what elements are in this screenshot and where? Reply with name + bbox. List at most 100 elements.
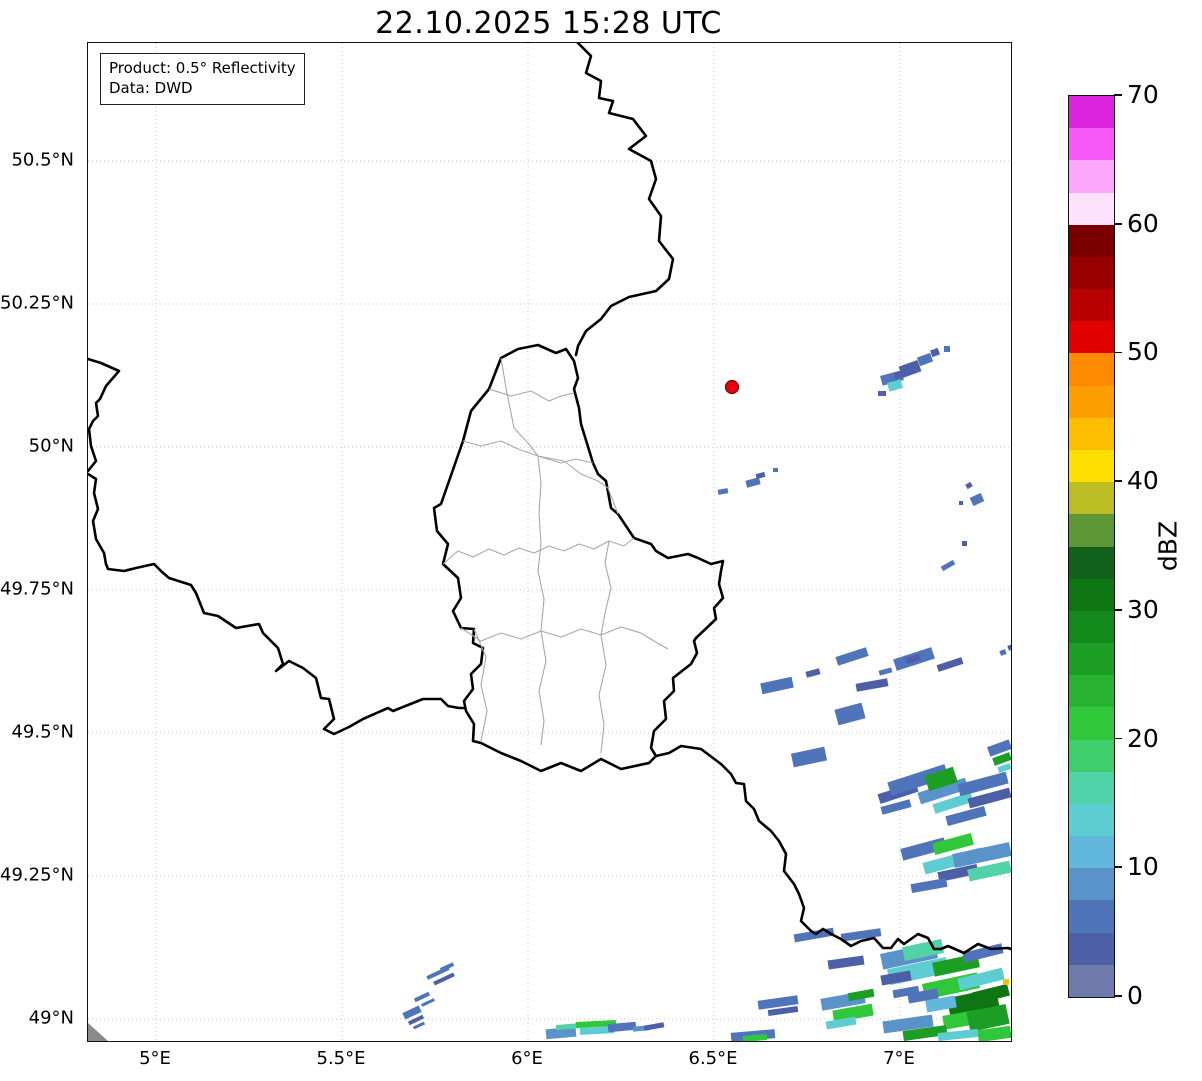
radar-echo (840, 928, 882, 942)
radar-echo (969, 492, 985, 507)
colorbar-tick (1114, 737, 1122, 740)
colorbar-segment (1069, 836, 1114, 869)
latitude-tick-label: 49.5°N (11, 721, 74, 743)
radar-echo (887, 379, 903, 392)
longitude-tick-label: 5°E (139, 1048, 171, 1069)
radar-echo (907, 988, 939, 1004)
plot-title: 22.10.2025 15:28 UTC (375, 6, 722, 41)
radar-echo (555, 1022, 583, 1031)
radar-echo (972, 983, 1010, 1005)
radar-echo (878, 391, 886, 396)
radar-echo (977, 1025, 1011, 1041)
colorbar-segment (1069, 385, 1114, 419)
radar-echo (917, 777, 969, 805)
radar-echo (880, 799, 912, 815)
radar-echo (878, 667, 893, 676)
radar-echo (967, 860, 1011, 882)
colorbar-tick (1114, 94, 1122, 96)
colorbar-segment (1069, 932, 1114, 966)
colorbar-segment (1069, 224, 1114, 258)
colorbar-tick (1114, 866, 1122, 869)
radar-echo (413, 991, 431, 1003)
radar-echo (932, 833, 974, 855)
radar-echo (757, 995, 799, 1010)
colorbar-segment (1069, 803, 1114, 837)
radar-echo (439, 962, 455, 972)
radar-echo-layer (402, 346, 1011, 1041)
radar-echo (962, 541, 967, 546)
colorbar-segment (1069, 643, 1114, 676)
radar-echo (880, 970, 912, 986)
radar-echo (932, 792, 974, 814)
colorbar-tick (1114, 995, 1122, 997)
radar-echo (945, 805, 987, 827)
radar-echo (790, 746, 828, 768)
radar-echo (944, 346, 950, 352)
radar-echo (575, 1019, 617, 1029)
latitude-axis-labels: 50.5°N 50.25°N 50°N 49.75°N 49.5°N 49.25°N 49°… (0, 0, 80, 1081)
longitude-tick-label: 6°E (511, 1048, 543, 1069)
radar-echo (924, 766, 958, 792)
colorbar-tick-label: 40 (1127, 466, 1159, 496)
product-info-box: Product: 0.5° Reflectivity Data: DWD (100, 53, 305, 105)
radar-echo (999, 649, 1007, 656)
radar-echo (937, 1028, 979, 1041)
radar-echo (855, 678, 889, 692)
colorbar-tick-label: 10 (1127, 852, 1159, 882)
colorbar-tick-label: 30 (1127, 594, 1159, 624)
radar-echo (997, 762, 1011, 774)
colorbar-tick-label: 60 (1127, 208, 1159, 238)
longitude-tick-label: 5.5°E (316, 1048, 366, 1069)
radar-echo (882, 1014, 934, 1034)
radar-echo (892, 985, 920, 999)
radar-echo (760, 676, 794, 695)
colorbar-segment (1069, 353, 1114, 387)
data-source-label: Data: DWD (109, 79, 193, 98)
map-canvas (88, 43, 1011, 1041)
colorbar-segment (1069, 707, 1114, 741)
colorbar-segment (1069, 771, 1114, 805)
radar-echo (407, 1014, 425, 1026)
latitude-tick-label: 49°N (28, 1007, 74, 1029)
radar-echo (421, 998, 435, 1007)
radar-echo (937, 863, 979, 883)
colorbar-tick-label: 50 (1127, 337, 1159, 367)
radar-echo (936, 657, 964, 672)
radar-echo (893, 369, 907, 380)
radar-echo (986, 739, 1011, 757)
border-belgium-france (88, 472, 466, 736)
radar-echo (1007, 644, 1011, 651)
colorbar-segment (1069, 610, 1114, 644)
latitude-tick-label: 50.25°N (0, 292, 74, 314)
border-luxembourg (432, 343, 725, 773)
latitude-tick-label: 50.5°N (11, 149, 74, 171)
border-belgium-germany (574, 43, 675, 357)
latitude-tick-label: 50°N (28, 435, 74, 457)
radar-echo (887, 764, 949, 796)
radar-echo (767, 1005, 799, 1017)
latitude-tick-label: 49.75°N (0, 578, 74, 600)
radar-echo (905, 653, 921, 665)
radar-echo (902, 1024, 948, 1041)
radar-echo (402, 1005, 422, 1020)
radar-echo (545, 1026, 577, 1040)
radar-echo (1003, 979, 1009, 985)
radar-echo (916, 352, 934, 367)
radar-echo (901, 938, 945, 962)
radar-echo (957, 967, 1005, 991)
radar-echo (835, 647, 869, 666)
radar-echo (607, 1021, 637, 1033)
product-label: Product: 0.5° Reflectivity (109, 59, 296, 77)
radar-echo (834, 702, 866, 726)
colorbar-segment (1069, 868, 1114, 901)
radar-echo (742, 1033, 768, 1041)
radar-echo (643, 1022, 665, 1031)
colorbar-segment (1069, 739, 1114, 773)
colorbar-segment (1069, 449, 1114, 483)
map-plot-area: Product: 0.5° Reflectivity Data: DWD (87, 42, 1012, 1042)
radar-echo (825, 1016, 857, 1030)
radar-echo (745, 477, 761, 488)
longitude-tick-label: 6.5°E (688, 1048, 738, 1069)
radar-echo (579, 1026, 615, 1035)
